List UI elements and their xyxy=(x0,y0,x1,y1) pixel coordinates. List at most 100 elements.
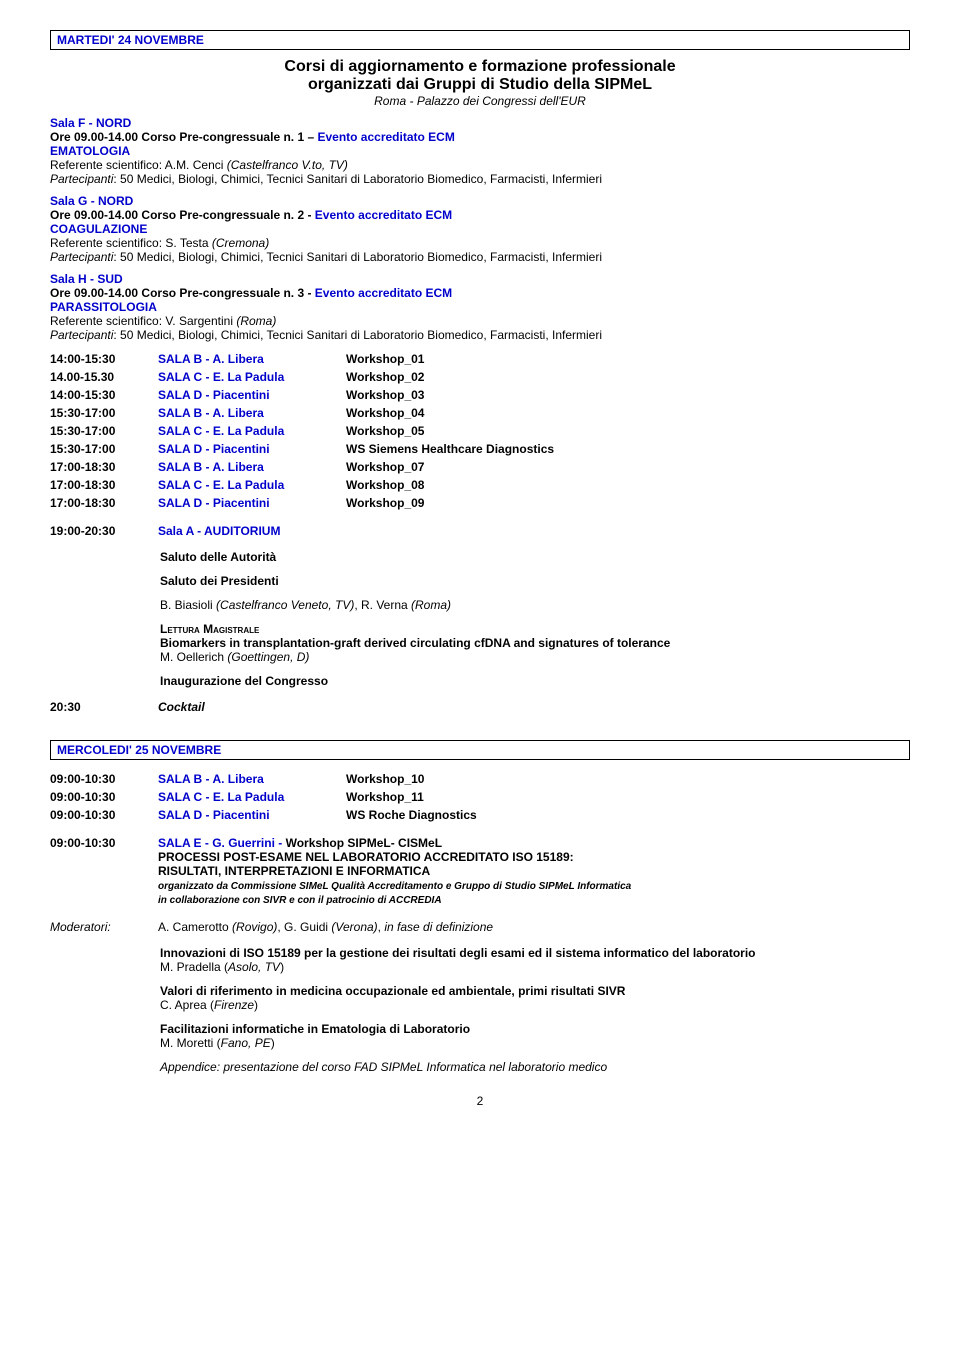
schedule-event: Workshop_05 xyxy=(346,422,910,440)
ws-l2: PROCESSI POST-ESAME NEL LABORATORIO ACCR… xyxy=(158,850,574,864)
schedule-event: WS Roche Diagnostics xyxy=(346,806,910,824)
day1-header-box: MARTEDI' 24 NOVEMBRE xyxy=(50,30,910,50)
schedule-2-table: 09:00-10:30SALA B - A. LiberaWorkshop_10… xyxy=(50,770,910,824)
schedule-room: SALA C - E. La Padula xyxy=(158,422,346,440)
schedule-row: 15:30-17:00SALA C - E. La PadulaWorkshop… xyxy=(50,422,910,440)
sala-f-time: Ore 09.00-14.00 Corso Pre-congressuale n… xyxy=(50,130,317,144)
cocktail-label: Cocktail xyxy=(158,698,346,716)
schedule-row: 14:00-15:30SALA B - A. LiberaWorkshop_01 xyxy=(50,350,910,368)
appendix: Appendice: presentazione del corso FAD S… xyxy=(160,1060,910,1074)
sala-g-ecm: Evento accreditato ECM xyxy=(315,208,452,222)
schedule-event: Workshop_09 xyxy=(346,494,910,512)
sala-g-block: Sala G - NORD Ore 09.00-14.00 Corso Pre-… xyxy=(50,194,910,264)
ws-small1: organizzato da Commissione SIMeL Qualità… xyxy=(158,881,631,892)
ws-small2: in collaborazione con SIVR e con il patr… xyxy=(158,895,442,906)
schedule-row: 15:30-17:00SALA B - A. LiberaWorkshop_04 xyxy=(50,404,910,422)
schedule-room: SALA B - A. Libera xyxy=(158,404,346,422)
talk3-speaker: M. Moretti ( xyxy=(160,1036,221,1050)
schedule-time: 17:00-18:30 xyxy=(50,494,158,512)
talk1-loc: Asolo, TV xyxy=(228,960,280,974)
talk1-speaker: M. Pradella ( xyxy=(160,960,228,974)
moderatori-row: Moderatori: A. Camerotto (Rovigo), G. Gu… xyxy=(50,918,910,936)
schedule-event: Workshop_07 xyxy=(346,458,910,476)
schedule-time: 09:00-10:30 xyxy=(50,806,158,824)
sala-h-ecm: Evento accreditato ECM xyxy=(315,286,452,300)
saluto2-text: Saluto dei Presidenti xyxy=(160,574,279,588)
schedule-room: SALA B - A. Libera xyxy=(158,770,346,788)
ws-room: SALA E - G. Guerrini - xyxy=(158,836,286,850)
talk2-loc: Firenze xyxy=(214,998,254,1012)
inaugurazione-text: Inaugurazione del Congresso xyxy=(160,674,328,688)
sala-g-label: Sala G - NORD xyxy=(50,194,133,208)
day2-header-box: MERCOLEDI' 25 NOVEMBRE xyxy=(50,740,910,760)
schedule-event: Workshop_10 xyxy=(346,770,910,788)
cocktail-time: 20:30 xyxy=(50,698,158,716)
schedule-time: 17:00-18:30 xyxy=(50,476,158,494)
sala-f-part-txt: : 50 Medici, Biologi, Chimici, Tecnici S… xyxy=(113,172,602,186)
schedule-room: SALA D - Piacentini xyxy=(158,494,346,512)
sala-g-part-txt: : 50 Medici, Biologi, Chimici, Tecnici S… xyxy=(113,250,602,264)
evening-room: Sala A - AUDITORIUM xyxy=(158,522,346,540)
talk1: Innovazioni di ISO 15189 per la gestione… xyxy=(160,946,910,974)
schedule-room: SALA D - Piacentini xyxy=(158,440,346,458)
talk2-speaker: C. Aprea ( xyxy=(160,998,214,1012)
schedule-event: Workshop_03 xyxy=(346,386,910,404)
talk3-title: Facilitazioni informatiche in Ematologia… xyxy=(160,1022,470,1036)
sala-h-label: Sala H - SUD xyxy=(50,272,123,286)
evening-row: 19:00-20:30 Sala A - AUDITORIUM xyxy=(50,522,910,540)
presidents: B. Biasioli (Castelfranco Veneto, TV), R… xyxy=(160,598,910,612)
schedule-event: Workshop_04 xyxy=(346,404,910,422)
presidents-text: B. Biasioli (Castelfranco Veneto, TV), R… xyxy=(160,598,451,612)
talk2: Valori di riferimento in medicina occupa… xyxy=(160,984,910,1012)
schedule-row: 14.00-15.30SALA C - E. La PadulaWorkshop… xyxy=(50,368,910,386)
sala-f-part-lbl: Partecipanti xyxy=(50,172,113,186)
saluto1: Saluto delle Autorità xyxy=(160,550,910,564)
sala-g-ref-loc: (Cremona) xyxy=(212,236,269,250)
sala-g-topic: COAGULAZIONE xyxy=(50,222,147,236)
schedule-time: 14:00-15:30 xyxy=(50,386,158,404)
schedule-row: 17:00-18:30SALA D - PiacentiniWorkshop_0… xyxy=(50,494,910,512)
sala-h-part-lbl: Partecipanti xyxy=(50,328,113,342)
sala-h-part-txt: : 50 Medici, Biologi, Chimici, Tecnici S… xyxy=(113,328,602,342)
schedule-event: Workshop_01 xyxy=(346,350,910,368)
schedule-room: SALA B - A. Libera xyxy=(158,350,346,368)
sala-h-ref-loc: (Roma) xyxy=(236,314,276,328)
lettura-speaker: M. Oellerich xyxy=(160,650,227,664)
sala-h-topic: PARASSITOLOGIA xyxy=(50,300,157,314)
schedule-row: 14:00-15:30SALA D - PiacentiniWorkshop_0… xyxy=(50,386,910,404)
lettura-title: Biomarkers in transplantation-graft deri… xyxy=(160,636,670,650)
day1-header: MARTEDI' 24 NOVEMBRE xyxy=(57,33,204,47)
sala-f-ecm: Evento accreditato ECM xyxy=(317,130,454,144)
lettura-label: Lettura Magistrale xyxy=(160,622,259,636)
day2-header: MERCOLEDI' 25 NOVEMBRE xyxy=(57,743,221,757)
schedule-event: Workshop_11 xyxy=(346,788,910,806)
mod-names: A. Camerotto (Rovigo), G. Guidi (Verona)… xyxy=(158,920,493,934)
schedule-time: 15:30-17:00 xyxy=(50,440,158,458)
schedule-time: 15:30-17:00 xyxy=(50,404,158,422)
cocktail-row: 20:30 Cocktail xyxy=(50,698,910,716)
talk2-title: Valori di riferimento in medicina occupa… xyxy=(160,984,625,998)
sala-f-block: Sala F - NORD Ore 09.00-14.00 Corso Pre-… xyxy=(50,116,910,186)
schedule-row: 17:00-18:30SALA B - A. LiberaWorkshop_07 xyxy=(50,458,910,476)
schedule-time: 09:00-10:30 xyxy=(50,770,158,788)
talk1-title: Innovazioni di ISO 15189 per la gestione… xyxy=(160,946,756,960)
talk3-loc: Fano, PE xyxy=(221,1036,271,1050)
schedule-row: 09:00-10:30SALA B - A. LiberaWorkshop_10 xyxy=(50,770,910,788)
schedule-event: Workshop_02 xyxy=(346,368,910,386)
schedule-row: 09:00-10:30SALA D - PiacentiniWS Roche D… xyxy=(50,806,910,824)
schedule-time: 17:00-18:30 xyxy=(50,458,158,476)
schedule-event: Workshop_08 xyxy=(346,476,910,494)
sala-f-ref-loc: (Castelfranco V.to, TV) xyxy=(227,158,348,172)
schedule-room: SALA D - Piacentini xyxy=(158,386,346,404)
schedule-room: SALA C - E. La Padula xyxy=(158,476,346,494)
schedule-time: 15:30-17:00 xyxy=(50,422,158,440)
workshop-block: 09:00-10:30 SALA E - G. Guerrini - Works… xyxy=(50,834,910,908)
main-title-line1: Corsi di aggiornamento e formazione prof… xyxy=(50,58,910,76)
ws-time: 09:00-10:30 xyxy=(50,834,158,908)
talk3: Facilitazioni informatiche in Ematologia… xyxy=(160,1022,910,1050)
schedule-room: SALA D - Piacentini xyxy=(158,806,346,824)
main-title-sub: Roma - Palazzo dei Congressi dell'EUR xyxy=(50,94,910,108)
saluto2: Saluto dei Presidenti xyxy=(160,574,910,588)
sala-g-time: Ore 09.00-14.00 Corso Pre-congressuale n… xyxy=(50,208,315,222)
ws-l3: RISULTATI, INTERPRETAZIONI E INFORMATICA xyxy=(158,864,430,878)
